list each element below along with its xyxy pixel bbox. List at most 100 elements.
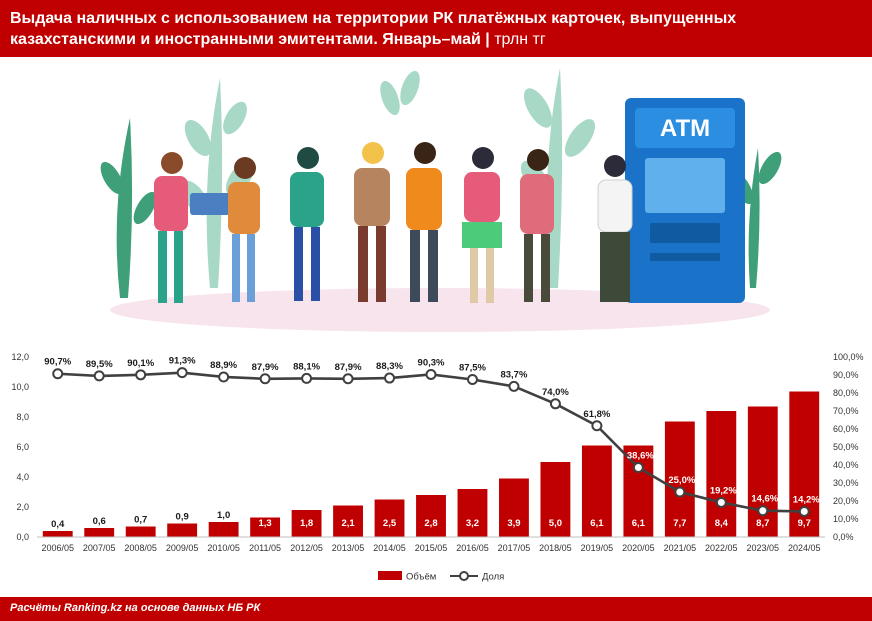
bar-label: 3,2 bbox=[466, 518, 479, 529]
bar-label: 5,0 bbox=[549, 518, 562, 529]
share-label: 88,1% bbox=[293, 361, 320, 372]
y2-tick-label: 10,0% bbox=[833, 514, 859, 524]
legend-swatch-volume bbox=[378, 571, 402, 580]
title-unit: трлн тг bbox=[494, 31, 546, 48]
bar bbox=[167, 523, 198, 537]
bar-label: 9,7 bbox=[798, 518, 811, 529]
y2-tick-label: 70,0% bbox=[833, 406, 859, 416]
x-tick-label: 2014/05 bbox=[373, 543, 406, 553]
y2-tick-label: 0,0% bbox=[833, 532, 854, 542]
share-label: 19,2% bbox=[710, 485, 737, 496]
y2-tick-label: 30,0% bbox=[833, 478, 859, 488]
header-bar: Выдача наличных с использованием на терр… bbox=[0, 0, 872, 57]
x-axis: 2006/05 2007/05 2008/05 2009/05 2010/05 2011/… bbox=[37, 536, 825, 553]
x-tick-label: 2010/05 bbox=[207, 543, 240, 553]
bar-label: 1,3 bbox=[258, 518, 271, 529]
share-label: 88,9% bbox=[210, 360, 237, 371]
bar bbox=[540, 462, 571, 537]
share-label: 89,5% bbox=[86, 359, 113, 370]
page-title: Выдача наличных с использованием на терр… bbox=[10, 10, 737, 48]
share-label: 87,9% bbox=[252, 362, 279, 373]
x-tick-label: 2021/05 bbox=[664, 543, 697, 553]
y-tick-label: 12,0 bbox=[11, 352, 29, 362]
legend-label-volume: Объём bbox=[406, 572, 436, 583]
bar bbox=[623, 445, 654, 537]
y2-tick-label: 100,0% bbox=[833, 352, 864, 362]
x-tick-label: 2007/05 bbox=[83, 543, 116, 553]
bar-labels: 0,4 0,6 0,7 0,9 1,0 1,3 1,8 2,1 2,5 2,8 3,2 3,9 5,0 6… bbox=[51, 510, 811, 530]
bar-label: 1,0 bbox=[217, 510, 230, 521]
share-label: 87,5% bbox=[459, 363, 486, 374]
line-series bbox=[52, 367, 810, 517]
legend-marker-share bbox=[459, 571, 469, 581]
x-tick-label: 2022/05 bbox=[705, 543, 738, 553]
share-point bbox=[218, 371, 230, 383]
share-point bbox=[674, 486, 686, 498]
atm-label: ATM bbox=[660, 115, 710, 142]
share-label: 25,0% bbox=[668, 475, 695, 486]
bar bbox=[416, 495, 446, 537]
share-point bbox=[259, 373, 271, 385]
bar-label: 0,4 bbox=[51, 519, 65, 530]
bar-label: 2,8 bbox=[424, 518, 437, 529]
share-label: 90,7% bbox=[44, 357, 71, 368]
bar-label: 0,9 bbox=[176, 512, 189, 523]
people-queue bbox=[154, 142, 633, 303]
share-label: 87,9% bbox=[335, 362, 362, 373]
x-tick-label: 2015/05 bbox=[415, 543, 448, 553]
source-note: Расчёты Ranking.kz на основе данных НБ Р… bbox=[10, 602, 261, 614]
bar-label: 6,1 bbox=[632, 518, 646, 529]
share-label: 38,6% bbox=[627, 451, 654, 462]
bar-series bbox=[42, 391, 820, 537]
x-tick-label: 2020/05 bbox=[622, 543, 655, 553]
combo-chart: 0,0 2,0 4,0 6,0 8,0 10,0 12,0 0,0% 10,0% 20,0% 30… bbox=[11, 352, 864, 583]
share-label: 91,3% bbox=[169, 356, 196, 367]
title-text: Выдача наличных с использованием на терр… bbox=[10, 10, 737, 48]
x-tick-label: 2012/05 bbox=[290, 543, 323, 553]
bar-label: 7,7 bbox=[673, 518, 686, 529]
share-point bbox=[715, 496, 727, 508]
y2-tick-label: 90,0% bbox=[833, 370, 859, 380]
x-tick-label: 2006/05 bbox=[41, 543, 74, 553]
share-point bbox=[342, 373, 354, 385]
y2-tick-label: 80,0% bbox=[833, 388, 859, 398]
bar-label: 2,5 bbox=[383, 518, 397, 529]
share-label: 88,3% bbox=[376, 361, 403, 372]
share-label: 61,8% bbox=[583, 409, 610, 420]
y-tick-label: 2,0 bbox=[16, 502, 29, 512]
share-point bbox=[798, 505, 810, 517]
share-label: 90,3% bbox=[418, 357, 445, 368]
bar bbox=[664, 421, 695, 537]
bar-label: 0,7 bbox=[134, 515, 147, 526]
share-label: 74,0% bbox=[542, 387, 569, 398]
x-tick-label: 2009/05 bbox=[166, 543, 199, 553]
bar bbox=[250, 517, 281, 537]
share-label: 14,2% bbox=[793, 494, 820, 505]
bar bbox=[208, 522, 239, 537]
bar-label: 6,1 bbox=[590, 518, 604, 529]
atm-queue-illustration: ATM bbox=[100, 68, 782, 332]
x-tick-label: 2019/05 bbox=[581, 543, 614, 553]
y-tick-label: 4,0 bbox=[16, 472, 29, 482]
line-labels: 90,7% 89,5% 90,1% 91,3% 88,9% 87,9% 88,1% 87,9%… bbox=[44, 356, 820, 506]
bar bbox=[581, 445, 612, 537]
share-point bbox=[93, 370, 105, 382]
share-point bbox=[52, 368, 64, 380]
x-tick-label: 2017/05 bbox=[498, 543, 531, 553]
left-axis: 0,0 2,0 4,0 6,0 8,0 10,0 12,0 bbox=[11, 352, 29, 542]
share-point bbox=[591, 420, 603, 432]
share-point bbox=[384, 372, 396, 384]
share-point bbox=[466, 374, 478, 385]
footer-bar: Расчёты Ranking.kz на основе данных НБ Р… bbox=[0, 597, 872, 621]
bar bbox=[84, 528, 115, 537]
bar bbox=[125, 526, 156, 537]
share-label: 90,1% bbox=[127, 358, 154, 369]
bar-label: 8,7 bbox=[756, 518, 769, 529]
atm-machine: ATM bbox=[625, 98, 745, 303]
y2-tick-label: 60,0% bbox=[833, 424, 859, 434]
bar bbox=[499, 478, 529, 537]
bar-label: 2,1 bbox=[341, 518, 355, 529]
share-point bbox=[508, 380, 520, 392]
y-tick-label: 8,0 bbox=[16, 412, 29, 422]
legend: Объём Доля bbox=[378, 571, 504, 583]
